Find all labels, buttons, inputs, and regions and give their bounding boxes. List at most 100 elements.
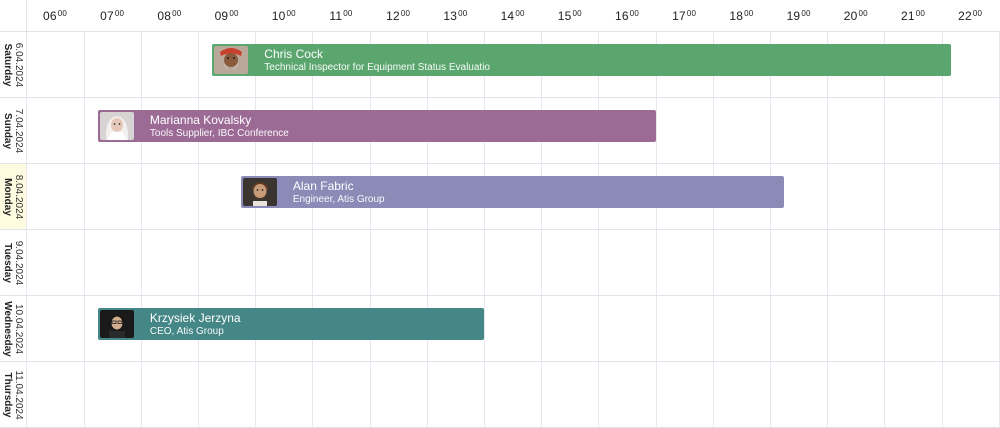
hour-label-14: 1400 <box>501 9 525 23</box>
hour-label-06: 0600 <box>43 9 67 23</box>
grid-vline <box>998 32 1000 428</box>
hour-label-11: 1100 <box>329 9 352 23</box>
avatar-dark <box>99 310 134 338</box>
day-name: Sunday <box>2 112 13 149</box>
avatar-bearded <box>242 178 277 206</box>
event-person-role: Technical Inspector for Equipment Status… <box>264 62 490 73</box>
day-date: 9.04.2024 <box>13 240 24 285</box>
hour-value: 15 <box>557 9 572 23</box>
minute-value: 00 <box>858 9 868 18</box>
hour-value: 20 <box>843 9 858 23</box>
minute-value: 00 <box>515 9 525 18</box>
hour-value: 08 <box>157 9 172 23</box>
hour-value: 07 <box>100 9 114 23</box>
event-bar[interactable]: Alan Fabric Engineer, Atis Group <box>240 176 785 208</box>
event-bar[interactable]: Krzysiek Jerzyna CEO, Atis Group <box>97 308 484 340</box>
day-name: Tuesday <box>2 242 13 283</box>
grid-hline <box>27 97 1000 98</box>
grid-vline <box>26 32 28 428</box>
event-text: Chris Cock Technical Inspector for Equipm… <box>264 47 945 74</box>
hour-label-16: 1600 <box>615 9 639 23</box>
day-date: 10.04.2024 <box>13 303 24 354</box>
grid-vline <box>140 32 142 428</box>
hour-label-07: 0700 <box>100 9 124 23</box>
grid-vline <box>198 32 199 428</box>
hour-value: 13 <box>443 9 458 23</box>
hour-value: 17 <box>672 9 686 23</box>
grid-vline <box>712 32 714 428</box>
hour-label-22: 2200 <box>958 9 982 23</box>
day-header-tuesday: 9.04.2024 Tuesday <box>0 230 27 296</box>
hour-value: 06 <box>42 9 57 23</box>
hour-value: 12 <box>386 9 400 23</box>
minute-value: 00 <box>744 9 754 18</box>
event-person-role: Tools Supplier, IBC Conference <box>149 128 289 139</box>
minute-value: 00 <box>172 9 182 18</box>
day-date: 7.04.2024 <box>13 108 24 153</box>
grid-vline <box>484 32 485 428</box>
day-name: Monday <box>2 177 13 216</box>
minute-value: 00 <box>915 9 926 18</box>
hour-label-17: 1700 <box>672 9 696 23</box>
hour-value: 09 <box>214 9 229 23</box>
day-name: Thursday <box>2 371 13 417</box>
hour-value: 21 <box>900 9 915 23</box>
event-text: Alan Fabric Engineer, Atis Group <box>293 179 778 206</box>
minute-value: 00 <box>343 9 353 18</box>
event-person-name: Krzysiek Jerzyna <box>149 311 241 325</box>
day-header-monday: 8.04.2024 Monday <box>0 164 27 230</box>
grid-vline <box>827 32 829 428</box>
hour-label-18: 1800 <box>729 9 753 23</box>
hour-value: 16 <box>614 9 629 23</box>
event-person-name: Alan Fabric <box>292 179 354 193</box>
event-text: Krzysiek Jerzyna CEO, Atis Group <box>150 311 478 338</box>
event-bar[interactable]: Chris Cock Technical Inspector for Equipm… <box>212 44 952 76</box>
hour-label-21: 2100 <box>901 9 925 23</box>
grid-hline <box>27 229 1000 230</box>
grid-vline <box>884 32 886 428</box>
event-person-name: Chris Cock <box>264 47 323 61</box>
minute-value: 00 <box>572 9 582 18</box>
minute-value: 00 <box>57 9 68 18</box>
avatar-woman <box>99 112 134 140</box>
event-person-role: CEO, Atis Group <box>149 326 224 337</box>
day-date: 11.04.2024 <box>13 369 24 420</box>
grid-vline <box>312 32 314 428</box>
grid-vline <box>941 32 943 428</box>
hour-value: 18 <box>729 9 744 23</box>
event-text: Marianna Kovalsky Tools Supplier, IBC Con… <box>150 113 650 140</box>
grid-vline <box>541 32 543 428</box>
hour-label-10: 1000 <box>272 9 296 23</box>
hour-label-20: 2000 <box>844 9 868 23</box>
minute-value: 00 <box>972 9 983 18</box>
schedule-grid: Chris Cock Technical Inspector for Equipm… <box>26 32 1000 428</box>
time-header: 0600 0700 0800 0900 1000 1100 1200 1300 1400 1500… <box>27 0 1000 32</box>
grid-hline <box>27 295 1000 296</box>
day-header-saturday: 6.04.2024 Saturday <box>0 32 27 98</box>
day-name: Saturday <box>2 43 13 86</box>
minute-value: 00 <box>229 9 239 18</box>
avatar-elder <box>214 46 249 74</box>
minute-value: 00 <box>114 9 125 18</box>
hour-label-08: 0800 <box>157 9 181 23</box>
minute-value: 00 <box>686 9 697 18</box>
grid-hline <box>27 163 1000 164</box>
minute-value: 00 <box>801 9 811 18</box>
event-person-role: Engineer, Atis Group <box>292 194 385 205</box>
hour-label-09: 0900 <box>215 9 239 23</box>
grid-vline <box>426 32 428 428</box>
grid-vline <box>655 32 657 428</box>
hour-label-19: 1900 <box>787 9 811 23</box>
grid-vline <box>255 32 257 428</box>
day-header-wednesday: 10.04.2024 Wednesday <box>0 296 27 362</box>
hour-value: 11 <box>329 9 343 23</box>
hour-label-13: 1300 <box>443 9 467 23</box>
grid-vline <box>598 32 600 428</box>
hour-label-12: 1200 <box>386 9 410 23</box>
event-bar[interactable]: Marianna Kovalsky Tools Supplier, IBC Con… <box>97 110 656 142</box>
hour-value: 22 <box>958 9 972 23</box>
day-date: 8.04.2024 <box>13 174 24 219</box>
minute-value: 00 <box>629 9 640 18</box>
grid-vline <box>770 32 771 428</box>
